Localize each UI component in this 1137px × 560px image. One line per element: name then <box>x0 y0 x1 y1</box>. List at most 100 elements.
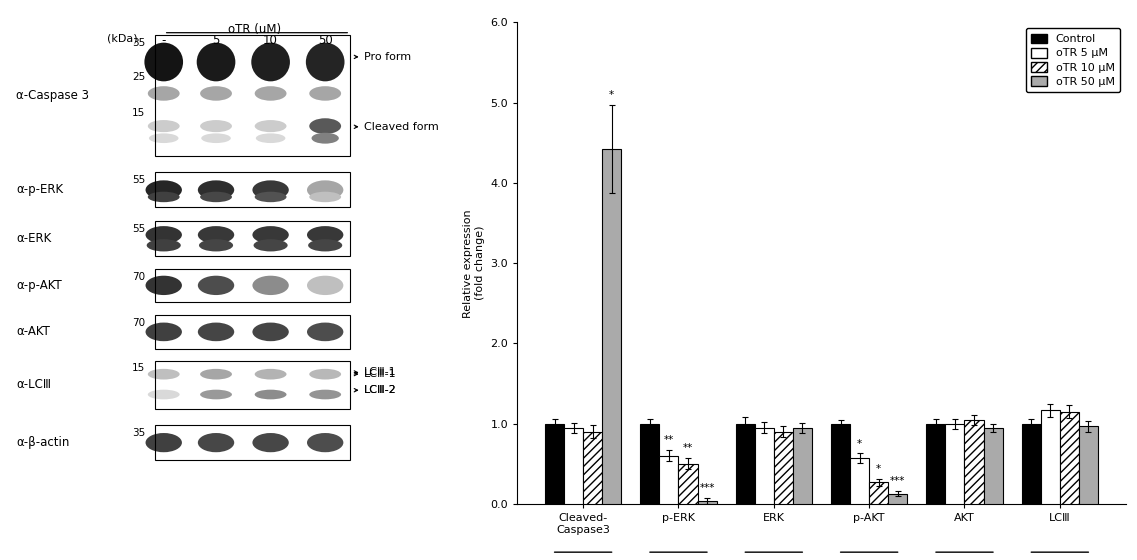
Text: LCⅢ-1: LCⅢ-1 <box>364 367 397 377</box>
Text: 10: 10 <box>263 34 279 47</box>
Bar <box>831 424 850 504</box>
Text: α-p-ERK: α-p-ERK <box>16 184 63 197</box>
Text: 35: 35 <box>132 38 146 48</box>
Ellipse shape <box>199 239 233 251</box>
Text: *: * <box>857 438 862 449</box>
Ellipse shape <box>307 226 343 244</box>
Text: 70: 70 <box>132 318 146 328</box>
Bar <box>679 464 697 504</box>
Bar <box>869 482 888 504</box>
Bar <box>964 420 984 504</box>
Ellipse shape <box>198 226 234 244</box>
Ellipse shape <box>149 133 179 143</box>
Y-axis label: Relative expression
(fold change): Relative expression (fold change) <box>464 209 485 318</box>
Bar <box>1040 410 1060 504</box>
Bar <box>564 428 583 504</box>
Bar <box>984 428 1003 504</box>
Text: LCⅢ-2: LCⅢ-2 <box>364 385 397 395</box>
Ellipse shape <box>312 133 339 144</box>
Ellipse shape <box>200 120 232 132</box>
Text: α-p-AKT: α-p-AKT <box>16 279 61 292</box>
Text: α-β-actin: α-β-actin <box>16 436 69 449</box>
Ellipse shape <box>146 276 182 295</box>
Ellipse shape <box>148 86 180 101</box>
Text: oTR (uM): oTR (uM) <box>229 23 281 36</box>
Bar <box>774 432 792 504</box>
Bar <box>888 493 907 504</box>
Ellipse shape <box>200 369 232 380</box>
Bar <box>1022 424 1040 504</box>
Text: ***: *** <box>890 477 905 486</box>
Bar <box>946 424 964 504</box>
Text: α-AKT: α-AKT <box>16 325 50 338</box>
Text: 55: 55 <box>132 175 146 185</box>
Ellipse shape <box>198 433 234 452</box>
Text: 25: 25 <box>132 72 146 82</box>
Text: 15: 15 <box>132 108 146 118</box>
Ellipse shape <box>307 323 343 341</box>
Text: 15: 15 <box>132 363 146 374</box>
Ellipse shape <box>201 133 231 143</box>
Legend: Control, oTR 5 μM, oTR 10 μM, oTR 50 μM: Control, oTR 5 μM, oTR 10 μM, oTR 50 μM <box>1026 28 1120 92</box>
Text: α-ERK: α-ERK <box>16 232 51 245</box>
Ellipse shape <box>252 323 289 341</box>
Ellipse shape <box>309 118 341 134</box>
Bar <box>603 149 621 504</box>
Bar <box>1060 412 1079 504</box>
Ellipse shape <box>200 192 232 202</box>
Bar <box>850 458 869 504</box>
Ellipse shape <box>200 86 232 101</box>
Bar <box>640 424 659 504</box>
Bar <box>927 424 946 504</box>
Bar <box>583 432 603 504</box>
Ellipse shape <box>148 390 180 399</box>
Bar <box>545 424 564 504</box>
Text: 35: 35 <box>132 428 146 438</box>
Ellipse shape <box>255 192 287 202</box>
Text: (kDa): (kDa) <box>108 34 138 44</box>
Ellipse shape <box>255 86 287 101</box>
Ellipse shape <box>309 192 341 202</box>
Ellipse shape <box>254 239 288 251</box>
Ellipse shape <box>309 390 341 399</box>
Ellipse shape <box>146 323 182 341</box>
Text: LCⅢ-1: LCⅢ-1 <box>364 369 397 379</box>
Ellipse shape <box>148 369 180 380</box>
Ellipse shape <box>146 226 182 244</box>
Bar <box>697 501 716 504</box>
Ellipse shape <box>198 276 234 295</box>
Text: α-Caspase 3: α-Caspase 3 <box>16 90 89 102</box>
Ellipse shape <box>255 369 287 380</box>
Ellipse shape <box>307 180 343 199</box>
Text: **: ** <box>664 436 674 445</box>
Ellipse shape <box>255 390 287 399</box>
Text: 55: 55 <box>132 223 146 234</box>
Ellipse shape <box>306 43 345 81</box>
Text: 70: 70 <box>132 272 146 282</box>
Text: α-LCⅢ: α-LCⅢ <box>16 379 51 391</box>
Bar <box>659 456 679 504</box>
Ellipse shape <box>198 180 234 199</box>
Text: LCⅢ-2: LCⅢ-2 <box>364 385 397 395</box>
Ellipse shape <box>200 390 232 399</box>
Ellipse shape <box>307 433 343 452</box>
Ellipse shape <box>251 43 290 81</box>
Text: *: * <box>877 464 881 474</box>
Ellipse shape <box>144 43 183 81</box>
Text: Cleaved form: Cleaved form <box>364 122 439 132</box>
Text: ***: *** <box>699 483 715 493</box>
Ellipse shape <box>252 433 289 452</box>
Ellipse shape <box>252 180 289 199</box>
Bar <box>755 428 774 504</box>
Text: Pro form: Pro form <box>364 52 410 62</box>
Text: 50: 50 <box>318 34 332 47</box>
Text: 5: 5 <box>213 34 219 47</box>
Ellipse shape <box>198 323 234 341</box>
Ellipse shape <box>252 276 289 295</box>
Bar <box>1079 426 1098 504</box>
Ellipse shape <box>308 239 342 251</box>
Ellipse shape <box>309 369 341 380</box>
Ellipse shape <box>255 120 287 132</box>
Ellipse shape <box>148 120 180 132</box>
Ellipse shape <box>197 43 235 81</box>
